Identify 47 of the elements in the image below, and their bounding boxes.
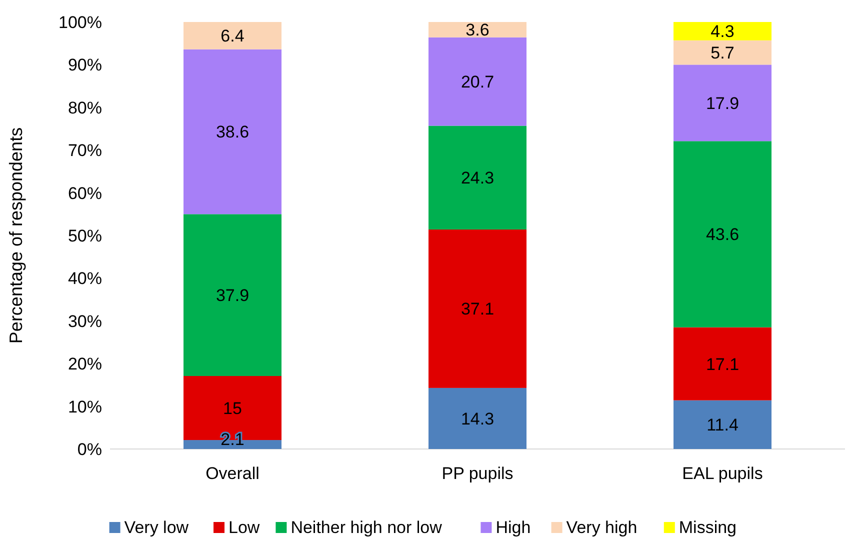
x-tick-label: EAL pupils: [682, 464, 763, 483]
bar: [428, 37, 526, 126]
bar: [674, 64, 772, 142]
bar: [674, 327, 772, 400]
x-tick-label: PP pupils: [442, 464, 514, 483]
data-label: 38.6: [216, 122, 250, 142]
y-tick-label: 100%: [58, 12, 102, 32]
y-tick-label: 20%: [68, 354, 102, 374]
bar: [674, 400, 772, 449]
legend-label: Missing: [678, 518, 737, 537]
bar: [428, 388, 526, 449]
y-tick-label: 80%: [68, 98, 102, 118]
bar: [428, 126, 526, 230]
legend-label: Low: [228, 518, 260, 537]
data-label: 37.1: [460, 300, 494, 319]
data-label: 14.3: [460, 409, 494, 428]
data-label: 37.9: [216, 286, 250, 306]
y-axis-title: Percentage of respondents: [6, 127, 26, 344]
x-tick-label: Overall: [206, 464, 260, 483]
legend-label: High: [496, 518, 531, 537]
bar: [428, 230, 526, 388]
y-tick-label: 40%: [68, 269, 102, 288]
data-label: 15: [223, 398, 242, 418]
y-tick-label: 10%: [68, 397, 102, 416]
y-tick-label: 60%: [68, 184, 102, 203]
data-label: 24.3: [460, 168, 494, 188]
data-label: 6.4: [220, 26, 244, 46]
data-label: 43.6: [706, 225, 740, 244]
bar: [184, 214, 282, 376]
bar: [674, 141, 772, 328]
bar: [184, 49, 282, 214]
y-tick-label: 50%: [68, 226, 102, 246]
data-label: 4.3: [710, 22, 734, 42]
data-label: 5.7: [710, 43, 734, 62]
legend-label: Neither high nor low: [290, 518, 443, 537]
legend-label: Very low: [124, 518, 190, 537]
data-label: 11.4: [706, 416, 738, 435]
data-label: 17.1: [706, 354, 740, 374]
data-label: 3.6: [466, 20, 490, 40]
data-label: 17.9: [706, 94, 740, 113]
bar: [184, 22, 282, 50]
data-label: 20.7: [460, 72, 494, 92]
y-tick-label: 0%: [77, 440, 102, 459]
y-tick-label: 30%: [68, 312, 102, 331]
legend-label: Very high: [566, 518, 638, 537]
y-tick-label: 70%: [68, 141, 102, 160]
y-tick-label: 90%: [68, 56, 102, 75]
